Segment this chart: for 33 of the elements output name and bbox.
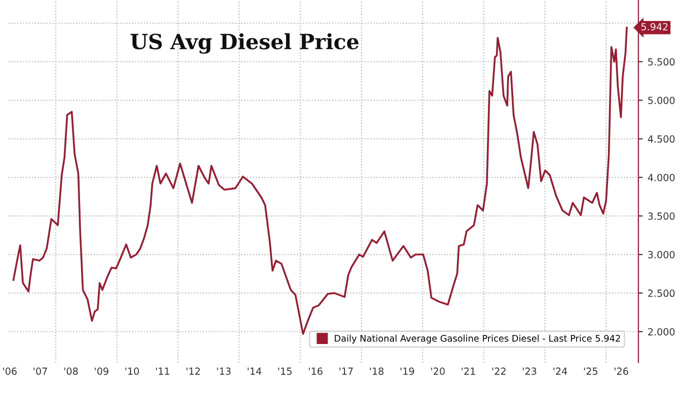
x-tick-label: '09 <box>94 368 108 375</box>
x-tick-label: '14 <box>248 368 262 375</box>
x-tick-label: '19 <box>400 368 414 375</box>
y-tick-label: 5.500 <box>648 58 675 66</box>
x-tick-label: '23 <box>522 368 536 375</box>
y-tick-label: 5.000 <box>648 96 675 104</box>
y-tick-label: 4.000 <box>648 174 675 182</box>
x-tick-label: '18 <box>370 368 384 375</box>
x-tick-label: '16 <box>308 368 322 375</box>
x-tick-label: '10 <box>125 368 139 375</box>
x-tick-label: '20 <box>431 368 445 375</box>
x-tick-label: '22 <box>492 368 506 375</box>
x-tick-label: '13 <box>217 368 231 375</box>
text: US Avg Diesel Price <box>130 33 359 54</box>
y-tick-label: 3.500 <box>648 212 675 220</box>
x-tick-label: '12 <box>186 368 200 375</box>
x-tick-label: '25 <box>584 368 598 375</box>
y-tick-label: 2.000 <box>648 328 675 336</box>
x-tick-label: '08 <box>64 368 78 375</box>
x-tick-label: '26 <box>614 368 628 375</box>
line-series <box>12 26 628 335</box>
y-tick-label: 2.500 <box>648 290 675 297</box>
x-tick-label: '17 <box>340 368 353 375</box>
x-tick-label: '06 <box>3 368 17 375</box>
x-tick-label: '15 <box>278 368 292 375</box>
annotation: 5.942 <box>641 23 668 30</box>
y-tick-label: 3.000 <box>648 250 675 258</box>
x-tick-label: '07 <box>34 368 47 375</box>
x-tick-label: '11 <box>156 368 170 375</box>
legend-label: Daily National Average Gasoline Prices Diesel - Last Price 5.942 <box>334 334 620 344</box>
x-tick-label: '24 <box>554 368 568 375</box>
x-tick-label: '21 <box>462 368 476 375</box>
y-tick-label: 4.500 <box>648 135 675 143</box>
